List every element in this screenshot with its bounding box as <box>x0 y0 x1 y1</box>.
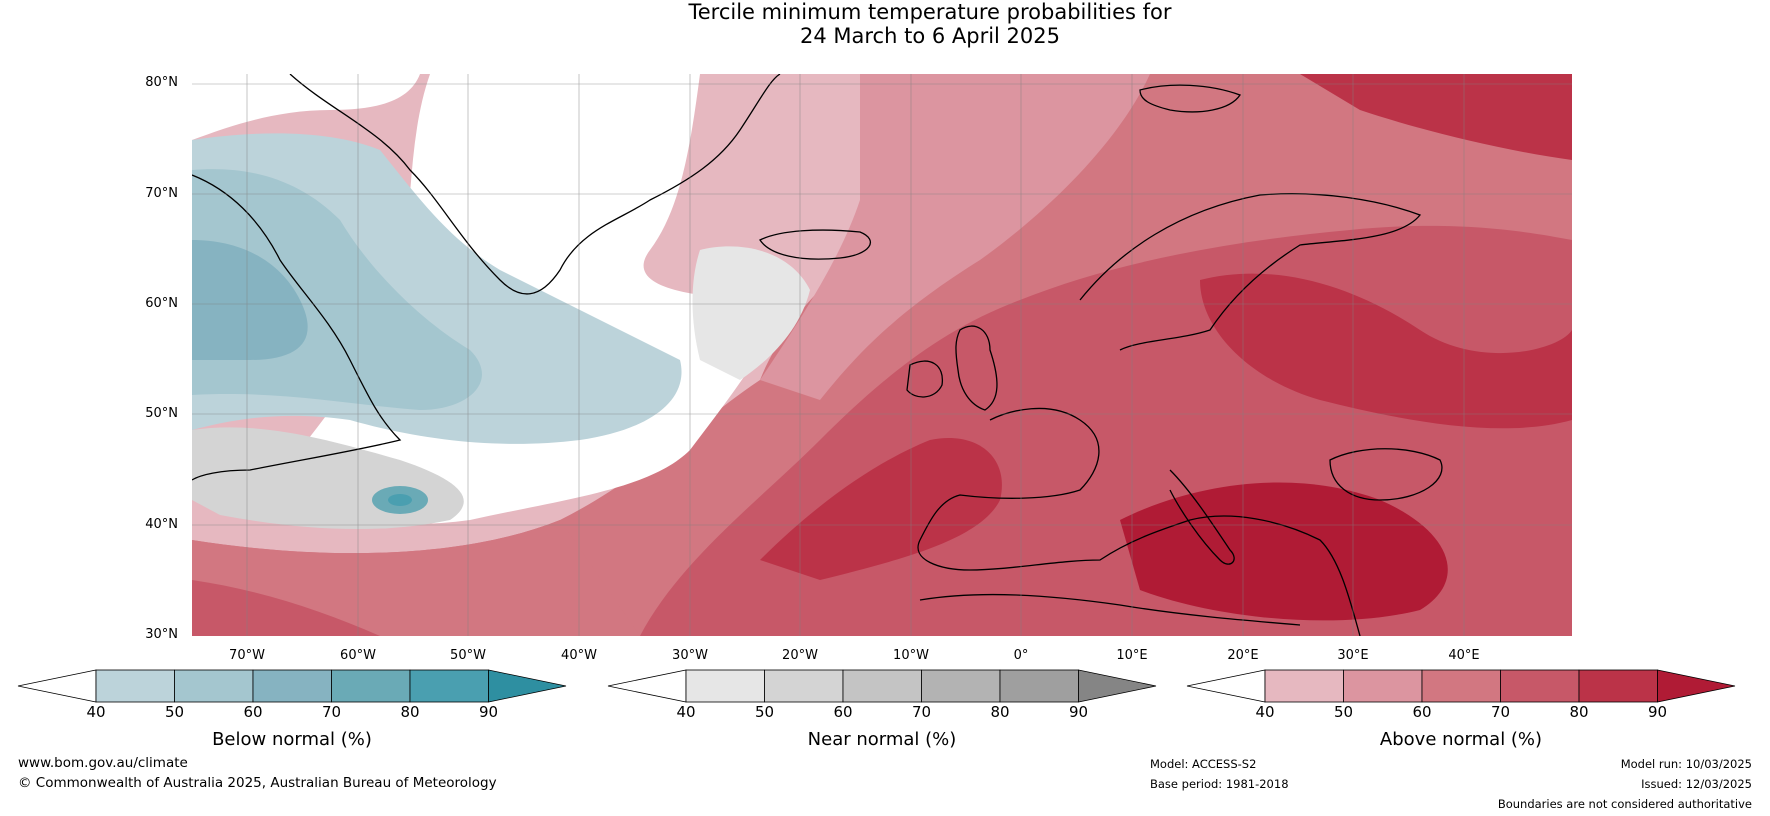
below-tick-70: 70 <box>312 703 352 721</box>
disclaimer-text: Boundaries are not considered authoritat… <box>1498 797 1752 811</box>
above-normal-title: Above normal (%) <box>1261 729 1661 750</box>
lon-label-40w: 40°W <box>544 648 614 663</box>
lat-label-80n: 80°N <box>108 75 178 90</box>
lon-label-40e: 40°E <box>1429 648 1499 663</box>
above-tick-90: 90 <box>1638 703 1678 721</box>
lon-label-50w: 50°W <box>433 648 503 663</box>
above-tick-40: 40 <box>1245 703 1285 721</box>
lon-label-60w: 60°W <box>323 648 393 663</box>
lon-label-30e: 30°E <box>1318 648 1388 663</box>
lon-label-0: 0° <box>986 648 1056 663</box>
below-tick-80: 80 <box>390 703 430 721</box>
below-tick-40: 40 <box>76 703 116 721</box>
lon-label-20e: 20°E <box>1208 648 1278 663</box>
near-tick-80: 80 <box>980 703 1020 721</box>
above-tick-60: 60 <box>1402 703 1442 721</box>
near-tick-40: 40 <box>666 703 706 721</box>
website-link[interactable]: www.bom.gov.au/climate <box>18 755 188 771</box>
issued-date: Issued: 12/03/2025 <box>1641 777 1752 791</box>
model-run-date: Model run: 10/03/2025 <box>1621 757 1752 771</box>
below-tick-90: 90 <box>469 703 509 721</box>
copyright-text: © Commonwealth of Australia 2025, Austra… <box>18 775 497 791</box>
below-tick-60: 60 <box>233 703 273 721</box>
probability-field <box>192 74 1572 636</box>
forecast-map <box>0 0 1770 816</box>
lon-label-70w: 70°W <box>212 648 282 663</box>
lon-label-10e: 10°E <box>1097 648 1167 663</box>
colorbar-near-normal <box>608 670 1156 702</box>
above-tick-80: 80 <box>1559 703 1599 721</box>
near-normal-title: Near normal (%) <box>682 729 1082 750</box>
lon-label-20w: 20°W <box>765 648 835 663</box>
lat-label-30n: 30°N <box>108 627 178 642</box>
near-tick-60: 60 <box>823 703 863 721</box>
near-tick-50: 50 <box>745 703 785 721</box>
lat-label-60n: 60°N <box>108 296 178 311</box>
lon-label-10w: 10°W <box>876 648 946 663</box>
base-period: Base period: 1981-2018 <box>1150 777 1289 791</box>
lat-label-40n: 40°N <box>108 517 178 532</box>
near-tick-90: 90 <box>1059 703 1099 721</box>
below-normal-80-patch <box>388 494 412 506</box>
colorbar-above-normal <box>1187 670 1735 702</box>
near-tick-70: 70 <box>902 703 942 721</box>
model-name: Model: ACCESS-S2 <box>1150 757 1256 771</box>
above-tick-70: 70 <box>1481 703 1521 721</box>
lat-label-70n: 70°N <box>108 186 178 201</box>
below-normal-title: Below normal (%) <box>92 729 492 750</box>
colorbar-below-normal <box>18 670 566 702</box>
above-tick-50: 50 <box>1324 703 1364 721</box>
lat-label-50n: 50°N <box>108 406 178 421</box>
lon-label-30w: 30°W <box>655 648 725 663</box>
below-tick-50: 50 <box>155 703 195 721</box>
